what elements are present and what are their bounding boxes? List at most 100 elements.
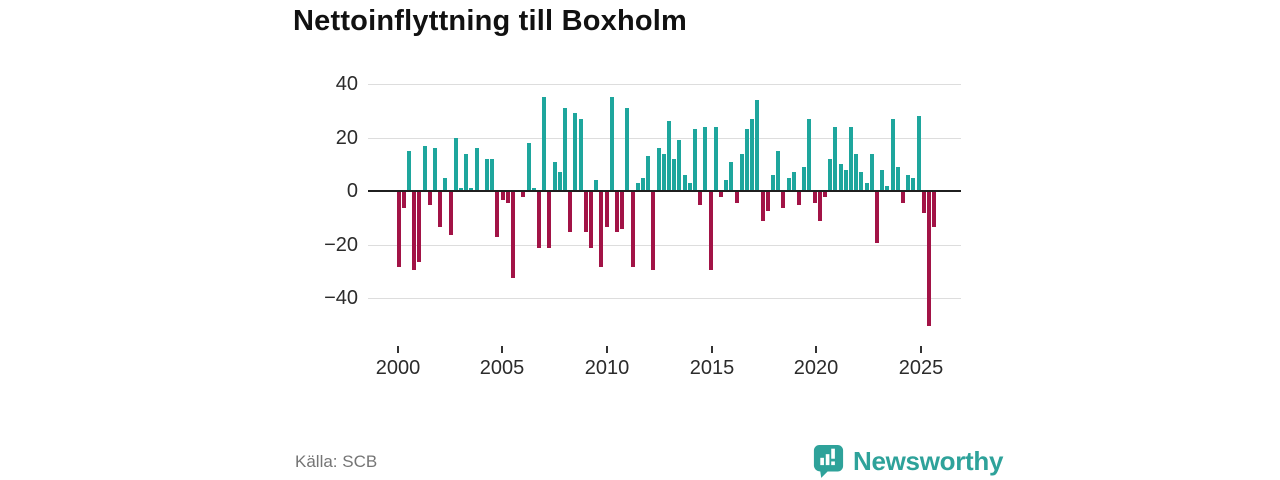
source-note: Källa: SCB [295, 452, 378, 471]
bar-positive [667, 121, 671, 191]
bar-positive [870, 154, 874, 191]
bar-negative [932, 192, 936, 227]
bar-positive [740, 154, 744, 191]
bar-positive [693, 129, 697, 191]
bar-positive [475, 148, 479, 191]
bar-negative [449, 192, 453, 235]
bar-positive [745, 129, 749, 191]
bar-positive [672, 159, 676, 191]
x-axis-tick [397, 346, 399, 353]
bar-positive [641, 178, 645, 191]
bar-negative [589, 192, 593, 248]
bar-positive [469, 188, 473, 191]
bar-negative [568, 192, 572, 232]
bar-positive [625, 108, 629, 191]
bar-negative [605, 192, 609, 227]
bar-negative [511, 192, 515, 278]
gridline-y-40 [368, 298, 961, 299]
x-axis-tick [501, 346, 503, 353]
bar-positive [906, 175, 910, 191]
bar-negative [781, 192, 785, 208]
bar-negative [521, 192, 525, 197]
bar-positive [532, 188, 536, 191]
bar-negative [709, 192, 713, 270]
bar-negative [417, 192, 421, 262]
x-axis-label: 2025 [898, 357, 944, 379]
bar-positive [787, 178, 791, 191]
bar-chart-area: 40 20 0 −20 −40 2000 2005 2010 2015 2020 2025 [324, 74, 961, 379]
bar-positive [573, 113, 577, 191]
bar-negative [818, 192, 822, 221]
bar-negative [761, 192, 765, 221]
bar-negative [397, 192, 401, 267]
x-axis-tick [815, 346, 817, 353]
gridline-y20 [368, 138, 961, 139]
bar-positive [527, 143, 531, 191]
bar-positive [724, 180, 728, 191]
x-axis-label: 2005 [479, 357, 525, 379]
bar-negative [797, 192, 801, 205]
bar-negative [412, 192, 416, 270]
bar-positive [792, 172, 796, 191]
bar-positive [880, 170, 884, 191]
bar-positive [859, 172, 863, 191]
bar-positive [407, 151, 411, 191]
bar-positive [454, 138, 458, 192]
bar-positive [844, 170, 848, 191]
bar-positive [755, 100, 759, 191]
bar-positive [459, 188, 463, 191]
bar-positive [443, 178, 447, 191]
bar-positive [849, 127, 853, 191]
bar-positive [558, 172, 562, 191]
x-axis-label: 2015 [689, 357, 735, 379]
bar-positive [776, 151, 780, 191]
bar-positive [542, 97, 546, 191]
bar-positive [854, 154, 858, 191]
bar-positive [802, 167, 806, 191]
x-axis-tick [711, 346, 713, 353]
bar-negative [506, 192, 510, 203]
bar-negative [766, 192, 770, 211]
y-axis-label: 20 [335, 127, 358, 149]
bar-negative [922, 192, 926, 213]
bar-positive [750, 119, 754, 191]
bar-positive [636, 183, 640, 191]
bar-negative [813, 192, 817, 203]
bar-positive [657, 148, 661, 191]
x-axis-tick [606, 346, 608, 353]
y-axis-label: −20 [324, 234, 358, 256]
bar-negative [547, 192, 551, 248]
bar-negative [823, 192, 827, 197]
bar-positive [911, 178, 915, 191]
bar-negative [495, 192, 499, 237]
x-axis-tick [920, 346, 922, 353]
bar-positive [464, 154, 468, 191]
bar-positive [677, 140, 681, 191]
x-axis-label: 2000 [375, 357, 421, 379]
bar-positive [688, 183, 692, 191]
bar-positive [646, 156, 650, 191]
bar-positive [917, 116, 921, 191]
y-axis-label: 0 [346, 180, 358, 202]
bar-positive [865, 183, 869, 191]
bar-negative [735, 192, 739, 203]
gridline-y-20 [368, 245, 961, 246]
bar-positive [433, 148, 437, 191]
bar-positive [579, 119, 583, 191]
bar-positive [729, 162, 733, 191]
bar-positive [490, 159, 494, 191]
bar-positive [896, 167, 900, 191]
bar-negative [719, 192, 723, 197]
bar-positive [610, 97, 614, 191]
bar-negative [438, 192, 442, 227]
bar-positive [833, 127, 837, 191]
bar-positive [594, 180, 598, 191]
y-axis-label: −40 [324, 287, 358, 309]
bar-negative [584, 192, 588, 232]
bar-negative [875, 192, 879, 243]
bar-positive [683, 175, 687, 191]
bar-positive [703, 127, 707, 191]
x-axis-label: 2020 [793, 357, 839, 379]
bar-positive [771, 175, 775, 191]
bar-negative [402, 192, 406, 208]
